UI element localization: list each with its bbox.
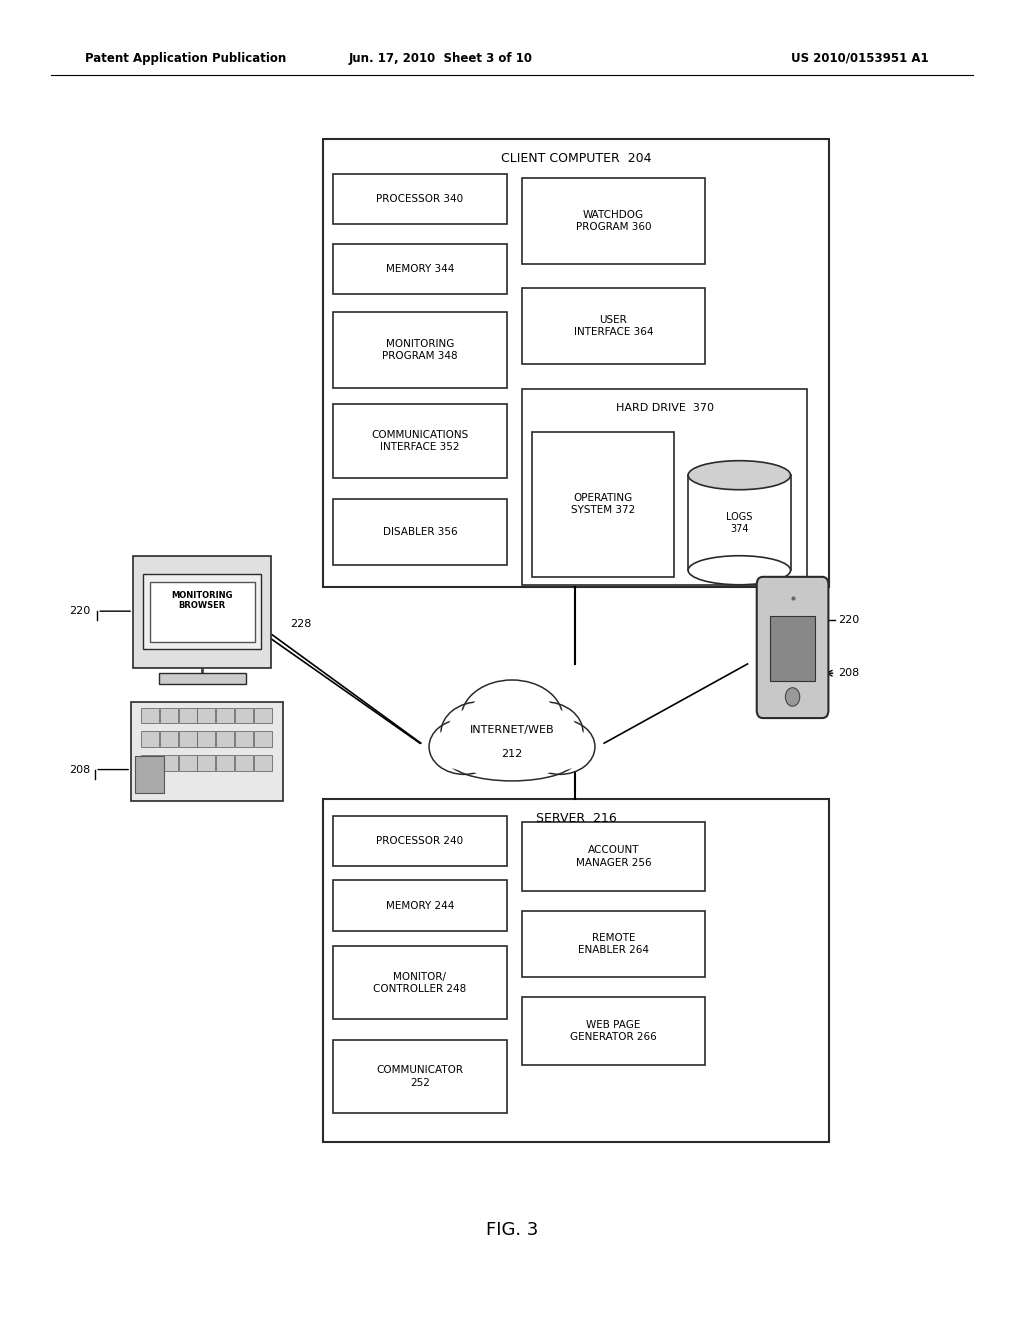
Text: LOGS
374: LOGS 374 bbox=[726, 512, 753, 533]
Text: HARD DRIVE  370: HARD DRIVE 370 bbox=[615, 403, 714, 413]
Circle shape bbox=[785, 688, 800, 706]
Bar bbox=[160, 755, 178, 771]
Text: MONITOR/
CONTROLLER 248: MONITOR/ CONTROLLER 248 bbox=[373, 972, 467, 994]
Bar bbox=[333, 312, 507, 388]
Bar bbox=[198, 755, 215, 771]
Text: PROCESSOR 240: PROCESSOR 240 bbox=[376, 836, 464, 846]
Bar bbox=[234, 708, 253, 723]
Bar bbox=[522, 389, 807, 585]
Text: 212: 212 bbox=[502, 748, 522, 759]
Ellipse shape bbox=[446, 706, 513, 758]
Bar bbox=[333, 244, 507, 294]
Bar bbox=[216, 731, 234, 747]
Ellipse shape bbox=[511, 706, 578, 758]
Ellipse shape bbox=[461, 680, 563, 755]
Ellipse shape bbox=[525, 719, 595, 775]
Bar bbox=[234, 731, 253, 747]
Ellipse shape bbox=[457, 741, 567, 777]
Ellipse shape bbox=[429, 719, 499, 775]
Text: COMMUNICATIONS
INTERFACE 352: COMMUNICATIONS INTERFACE 352 bbox=[372, 430, 468, 451]
Text: US 2010/0153951 A1: US 2010/0153951 A1 bbox=[792, 51, 929, 65]
Bar bbox=[333, 404, 507, 478]
Bar bbox=[131, 702, 283, 801]
Ellipse shape bbox=[506, 702, 583, 763]
Text: 220: 220 bbox=[69, 606, 90, 616]
Bar bbox=[141, 731, 160, 747]
Text: REMOTE
ENABLER 264: REMOTE ENABLER 264 bbox=[578, 933, 649, 954]
Bar bbox=[179, 731, 197, 747]
Ellipse shape bbox=[530, 723, 590, 771]
Bar bbox=[323, 799, 829, 1142]
Bar bbox=[198, 708, 215, 723]
Ellipse shape bbox=[469, 685, 555, 750]
Ellipse shape bbox=[688, 556, 791, 585]
Text: OPERATING
SYSTEM 372: OPERATING SYSTEM 372 bbox=[571, 494, 635, 515]
Bar bbox=[254, 731, 271, 747]
Bar bbox=[159, 673, 246, 684]
Bar bbox=[150, 582, 255, 642]
Text: WATCHDOG
PROGRAM 360: WATCHDOG PROGRAM 360 bbox=[575, 210, 651, 232]
Bar bbox=[141, 755, 160, 771]
Bar bbox=[254, 755, 271, 771]
Text: MEMORY 344: MEMORY 344 bbox=[386, 264, 454, 275]
Text: SERVER  216: SERVER 216 bbox=[536, 812, 616, 825]
Text: INTERNET/WEB: INTERNET/WEB bbox=[470, 725, 554, 735]
Text: 208: 208 bbox=[838, 668, 859, 678]
Bar bbox=[522, 288, 705, 364]
Text: CLIENT COMPUTER  204: CLIENT COMPUTER 204 bbox=[501, 152, 651, 165]
Bar bbox=[333, 880, 507, 931]
Text: FIG. 3: FIG. 3 bbox=[485, 1221, 539, 1239]
Ellipse shape bbox=[447, 738, 577, 781]
Bar bbox=[333, 1040, 507, 1113]
Bar bbox=[323, 139, 829, 587]
Bar bbox=[522, 911, 705, 977]
Bar bbox=[333, 174, 507, 224]
Text: ACCOUNT
MANAGER 256: ACCOUNT MANAGER 256 bbox=[575, 846, 651, 867]
Bar bbox=[160, 708, 178, 723]
Bar bbox=[160, 731, 178, 747]
Ellipse shape bbox=[688, 461, 791, 490]
Text: WEB PAGE
GENERATOR 266: WEB PAGE GENERATOR 266 bbox=[570, 1020, 656, 1041]
Text: MONITORING
PROGRAM 348: MONITORING PROGRAM 348 bbox=[382, 339, 458, 360]
Text: PROCESSOR 340: PROCESSOR 340 bbox=[376, 194, 464, 205]
Bar bbox=[522, 997, 705, 1065]
Ellipse shape bbox=[453, 708, 571, 779]
Text: Patent Application Publication: Patent Application Publication bbox=[85, 51, 287, 65]
Bar bbox=[216, 708, 234, 723]
Text: COMMUNICATOR
252: COMMUNICATOR 252 bbox=[377, 1065, 463, 1088]
Text: MONITORING
BROWSER: MONITORING BROWSER bbox=[171, 591, 233, 610]
Bar bbox=[179, 708, 197, 723]
Text: USER
INTERFACE 364: USER INTERFACE 364 bbox=[573, 315, 653, 337]
Bar bbox=[135, 756, 164, 793]
Bar bbox=[770, 616, 815, 681]
Bar bbox=[688, 475, 791, 570]
Bar bbox=[198, 731, 215, 747]
Bar bbox=[133, 556, 271, 668]
Bar bbox=[333, 946, 507, 1019]
Bar bbox=[179, 755, 197, 771]
Text: MEMORY 244: MEMORY 244 bbox=[386, 900, 454, 911]
Bar bbox=[234, 755, 253, 771]
Bar bbox=[333, 816, 507, 866]
Ellipse shape bbox=[441, 702, 518, 763]
Bar bbox=[522, 822, 705, 891]
Bar bbox=[254, 708, 271, 723]
Bar bbox=[532, 432, 674, 577]
Text: 220: 220 bbox=[838, 615, 859, 626]
Text: Jun. 17, 2010  Sheet 3 of 10: Jun. 17, 2010 Sheet 3 of 10 bbox=[348, 51, 532, 65]
Bar bbox=[141, 708, 160, 723]
Ellipse shape bbox=[434, 723, 494, 771]
FancyBboxPatch shape bbox=[757, 577, 828, 718]
Text: 228: 228 bbox=[290, 619, 311, 630]
Text: 208: 208 bbox=[69, 764, 90, 775]
Text: DISABLER 356: DISABLER 356 bbox=[383, 527, 457, 537]
Bar bbox=[216, 755, 234, 771]
Bar bbox=[143, 574, 261, 649]
Bar bbox=[522, 178, 705, 264]
Bar bbox=[333, 499, 507, 565]
